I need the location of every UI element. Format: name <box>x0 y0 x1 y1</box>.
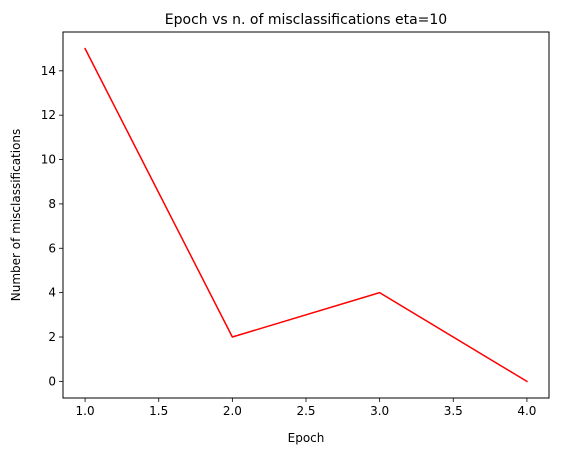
y-tick-label: 6 <box>48 241 56 255</box>
x-tick-label: 1.0 <box>76 404 95 418</box>
x-tick-label: 2.5 <box>296 404 315 418</box>
y-tick-label: 4 <box>48 286 56 300</box>
chart-title: Epoch vs n. of misclassifications eta=10 <box>165 12 447 28</box>
x-tick-label: 3.5 <box>444 404 463 418</box>
plot-area <box>84 47 528 383</box>
series-line-0 <box>84 47 528 383</box>
x-axis-label: Epoch <box>288 431 325 445</box>
y-tick-label: 14 <box>41 64 56 78</box>
y-tick-label: 10 <box>41 153 56 167</box>
x-tick-label: 2.0 <box>223 404 242 418</box>
y-tick-label: 0 <box>48 374 56 388</box>
y-tick-label: 2 <box>48 330 56 344</box>
y-axis-label: Number of misclassifications <box>9 129 23 302</box>
x-tick-label: 4.0 <box>517 404 536 418</box>
y-tick-label: 12 <box>41 108 56 122</box>
x-tick-label: 3.0 <box>370 404 389 418</box>
x-tick-label: 1.5 <box>149 404 168 418</box>
y-tick-label: 8 <box>48 197 56 211</box>
